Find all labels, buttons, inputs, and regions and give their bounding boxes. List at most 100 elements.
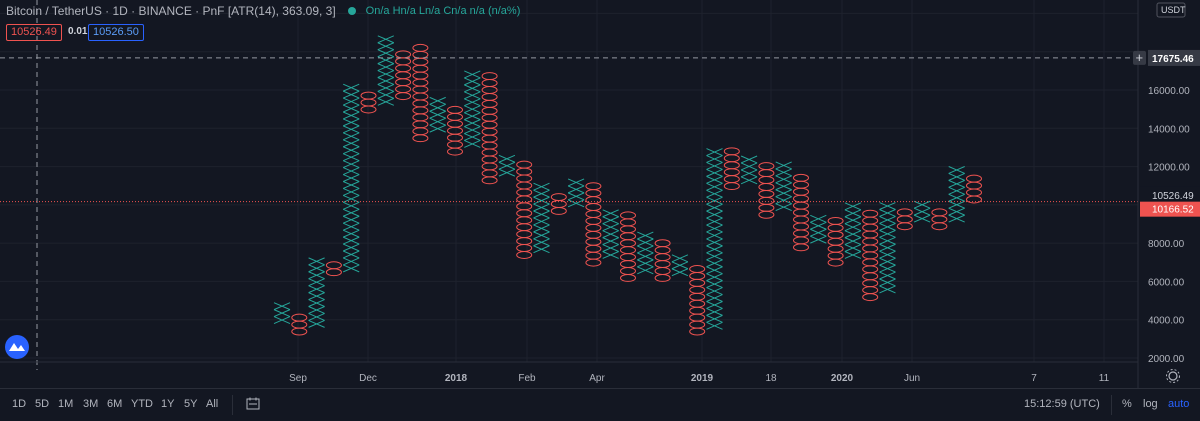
range-1y-button[interactable]: 1Y	[161, 398, 175, 410]
x-box	[377, 42, 394, 51]
o-box	[585, 196, 602, 205]
range-ytd-button[interactable]: YTD	[131, 398, 153, 410]
range-5d-button[interactable]: 5D	[35, 398, 50, 410]
pnf-columns	[273, 35, 982, 336]
time-tick-label: 2019	[691, 373, 714, 384]
o-box	[654, 246, 671, 255]
x-box	[948, 193, 965, 202]
o-box	[412, 57, 429, 66]
x-column	[706, 148, 723, 330]
x-box	[343, 125, 360, 134]
x-box	[879, 257, 896, 266]
x-box	[706, 210, 723, 219]
x-box	[343, 201, 360, 210]
x-box	[498, 154, 516, 163]
time-tick-label: Apr	[589, 373, 605, 384]
plus-icon: +	[1136, 50, 1144, 65]
o-column	[550, 193, 567, 215]
x-box	[637, 245, 654, 254]
o-box	[516, 181, 533, 190]
o-box	[585, 251, 602, 260]
o-column	[291, 313, 308, 336]
o-box	[793, 222, 809, 231]
log-toggle[interactable]: log	[1143, 398, 1158, 410]
x-box	[377, 77, 394, 85]
price-tick-label: 4000.00	[1148, 316, 1185, 327]
o-box	[862, 209, 879, 218]
x-box	[671, 268, 689, 277]
x-box	[343, 111, 360, 120]
percent-toggle[interactable]: %	[1122, 398, 1132, 410]
o-box	[291, 320, 308, 329]
last-price-label: 10526.49	[1152, 191, 1194, 202]
o-column	[481, 72, 498, 185]
price-tick-label: 16000.00	[1148, 86, 1190, 97]
x-column	[533, 182, 550, 254]
o-box	[862, 279, 879, 288]
o-column	[723, 147, 740, 191]
currency-label: USDT	[1161, 5, 1186, 15]
time-tick-label: 2018	[445, 373, 468, 384]
x-box	[671, 261, 689, 270]
x-box	[740, 176, 758, 185]
x-box	[377, 63, 394, 72]
x-box	[948, 179, 965, 188]
clock-time[interactable]: 15:12:59 (UTC)	[1024, 398, 1100, 410]
buy-price-button[interactable]: 10526.50	[88, 24, 144, 41]
range-3m-button[interactable]: 3M	[83, 398, 99, 410]
o-box	[654, 260, 671, 269]
range-5y-button[interactable]: 5Y	[184, 398, 198, 410]
auto-scale-toggle[interactable]: auto	[1168, 398, 1190, 410]
o-column	[360, 91, 377, 114]
x-box	[879, 271, 896, 280]
x-box	[810, 221, 827, 230]
range-1m-button[interactable]: 1M	[58, 398, 74, 410]
x-box	[343, 132, 360, 141]
x-box	[377, 49, 394, 58]
o-box	[793, 243, 809, 252]
o-box	[862, 251, 879, 260]
x-box	[602, 230, 619, 239]
o-box	[793, 208, 809, 217]
x-box	[775, 182, 792, 191]
x-box	[377, 84, 394, 92]
o-box	[793, 201, 809, 210]
range-all-button[interactable]: All	[206, 398, 219, 410]
date-range-icon[interactable]	[246, 397, 260, 411]
x-box	[637, 252, 654, 261]
x-box	[464, 112, 481, 121]
x-box	[273, 316, 291, 325]
o-box	[516, 209, 533, 218]
x-column	[879, 202, 896, 294]
o-box	[620, 260, 636, 269]
o-box	[896, 208, 913, 217]
o-box	[516, 230, 533, 239]
x-box	[740, 155, 758, 164]
symbol-title[interactable]: Bitcoin / TetherUS · 1D · BINANCE · PnF …	[6, 4, 336, 18]
o-column	[689, 265, 706, 336]
x-box	[706, 224, 723, 233]
o-column	[620, 211, 636, 282]
sell-price-button[interactable]: 10526.49	[6, 24, 62, 41]
range-1d-button[interactable]: 1D	[12, 398, 27, 410]
x-box	[948, 214, 965, 223]
logo-icon	[9, 343, 25, 351]
o-column	[325, 261, 342, 277]
x-box	[948, 172, 965, 181]
o-box	[360, 91, 377, 100]
price-tick-label: 2000.00	[1148, 354, 1185, 365]
x-box	[533, 238, 550, 247]
x-box	[343, 208, 360, 217]
x-box	[308, 292, 325, 301]
o-box	[481, 176, 498, 185]
x-box	[948, 166, 965, 174]
x-box	[775, 203, 792, 212]
tradingview-logo	[5, 335, 29, 359]
x-box	[706, 238, 723, 247]
o-box	[412, 99, 429, 108]
range-6m-button[interactable]: 6M	[107, 398, 123, 410]
o-box	[793, 215, 809, 224]
o-box	[862, 216, 879, 225]
o-box	[447, 133, 463, 142]
